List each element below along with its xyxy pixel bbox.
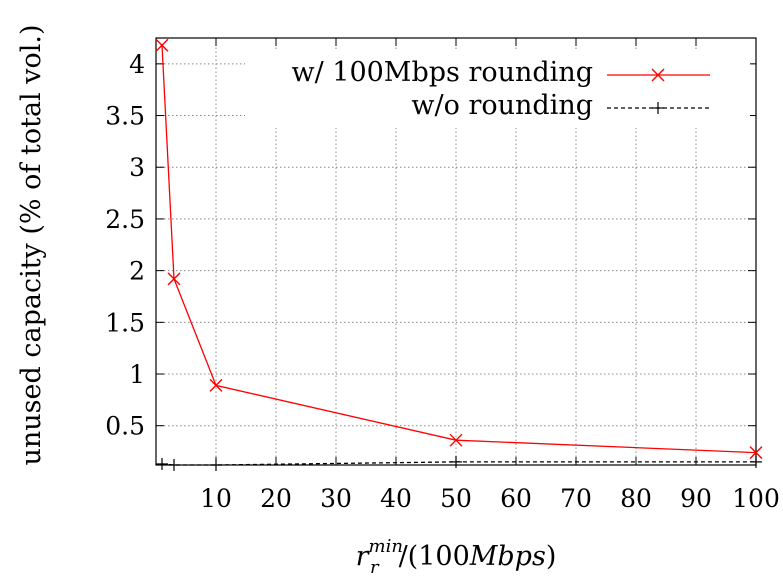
x-tick-label: 40 <box>380 484 412 513</box>
x-tick-label: 10 <box>200 484 232 513</box>
y-axis-label: unused capacity (% of total vol.) <box>16 24 47 465</box>
data-point-series-1 <box>155 38 169 52</box>
y-tick-label: 1 <box>129 360 145 389</box>
x-axis-label-subscript: r <box>370 557 380 578</box>
legend-marker-series-2 <box>652 102 664 114</box>
x-axis-label-suffix: /(100 <box>399 541 470 572</box>
legend-samples <box>607 68 710 114</box>
y-tick-label: 4 <box>129 50 145 79</box>
x-tick-label: 100 <box>732 484 780 513</box>
x-axis-label: rmin r /(100Mbps) <box>356 536 557 578</box>
data-point-series-1 <box>749 446 763 460</box>
data-point-series-2 <box>156 457 168 470</box>
legend-label-series-1: w/ 100Mbps rounding <box>291 57 593 88</box>
x-tick-label: 50 <box>440 484 472 513</box>
data-point-series-1 <box>167 272 181 286</box>
x-tick-label: 60 <box>500 484 532 513</box>
y-tick-label: 3.5 <box>105 102 145 131</box>
y-tick-label: 2 <box>129 257 145 286</box>
data-point-series-1 <box>209 378 223 392</box>
y-tick-label: 0.5 <box>105 412 145 441</box>
legend-label-series-2: w/o rounding <box>411 90 593 121</box>
y-tick-label: 3 <box>129 153 145 182</box>
legend-background <box>245 50 750 128</box>
data-point-series-2 <box>210 459 222 471</box>
x-axis-label-unit: Mbps <box>469 541 546 572</box>
x-tick-label: 70 <box>560 484 592 513</box>
x-tick-label: 80 <box>620 484 652 513</box>
legend-marker-series-1 <box>651 68 665 82</box>
series <box>155 38 763 471</box>
x-tick-label: 90 <box>680 484 712 513</box>
y-tick-labels: 0.5 1 1.5 2 2.5 3 3.5 4 <box>105 50 145 441</box>
data-point-series-2 <box>750 455 762 468</box>
y-tick-label: 2.5 <box>105 205 145 234</box>
y-tick-label: 1.5 <box>105 308 145 337</box>
axis-ticks <box>156 38 757 465</box>
x-tick-labels: 10 20 30 40 50 60 70 80 90 100 <box>200 484 780 513</box>
data-point-series-2 <box>168 459 180 471</box>
x-tick-label: 30 <box>320 484 352 513</box>
x-tick-label: 20 <box>260 484 292 513</box>
data-point-series-2 <box>450 455 462 468</box>
x-axis-label-base: r <box>356 541 371 572</box>
legend: w/ 100Mbps rounding w/o rounding <box>245 50 750 128</box>
x-axis-label-superscript: min <box>369 536 403 557</box>
x-axis-label-close: ) <box>546 541 557 572</box>
data-point-series-1 <box>449 433 463 447</box>
